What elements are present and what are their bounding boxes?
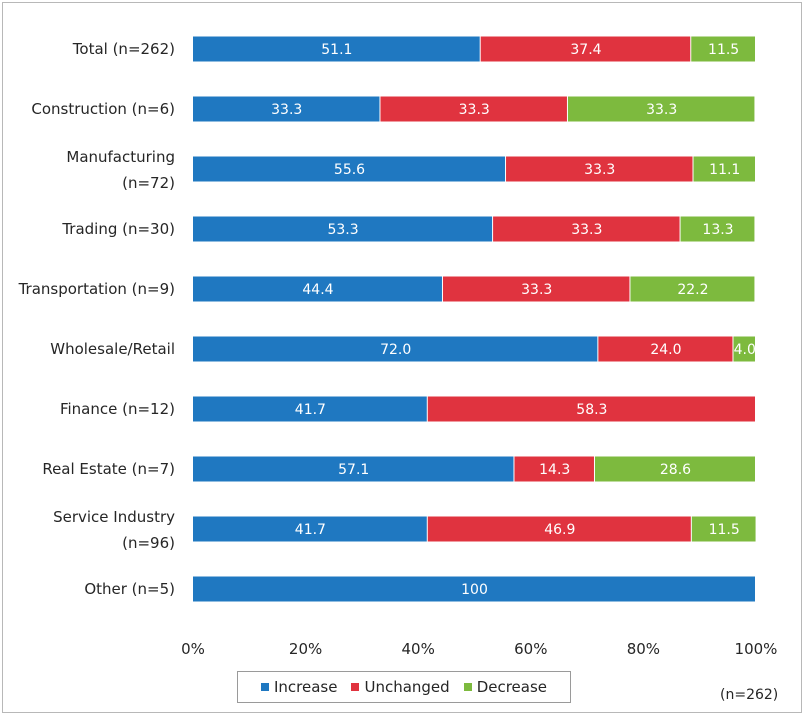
bar-segment-increase: [193, 576, 755, 602]
bar-segment-unchanged: [480, 36, 691, 62]
legend-item-increase: Increase: [260, 678, 338, 696]
chart-legend: Increase Unchanged Decrease: [237, 671, 571, 703]
data-label: 33.3: [521, 282, 552, 298]
category-label: Wholesale/Retail: [50, 340, 175, 358]
bar-segment-unchanged: [427, 516, 691, 542]
bar-segment-decrease: [630, 276, 755, 302]
bar-segment-decrease: [691, 516, 756, 542]
bar-segment-decrease: [594, 456, 755, 482]
legend-swatch-increase: [260, 683, 269, 691]
bar-segment-decrease: [680, 216, 755, 242]
data-label: 44.4: [302, 282, 333, 298]
bar-segment-unchanged: [380, 96, 567, 122]
data-label: 41.7: [295, 522, 326, 538]
category-label: Other (n=5): [84, 580, 175, 598]
legend-label-increase: Increase: [273, 678, 338, 696]
legend-label-unchanged: Unchanged: [364, 678, 450, 696]
data-label: 11.1: [709, 162, 740, 178]
data-label: 57.1: [338, 462, 369, 478]
data-label: 33.3: [646, 102, 677, 118]
data-label: 55.6: [334, 162, 365, 178]
bar-segment-decrease: [691, 36, 755, 62]
data-label: 100: [461, 582, 488, 598]
data-label: 53.3: [327, 222, 358, 238]
x-tick-label: 40%: [402, 640, 435, 658]
bar-segment-unchanged: [442, 276, 630, 302]
data-label: 46.9: [544, 522, 575, 538]
category-label: Real Estate (n=7): [42, 460, 175, 478]
bar-segment-increase: [193, 96, 380, 122]
bar-segment-increase: [193, 36, 480, 62]
x-tick-label: 20%: [289, 640, 322, 658]
legend-label-decrease: Decrease: [476, 678, 548, 696]
stacked-bar-chart: Total (n=262) 51.1 37.4 11.5 Construction (n…: [18, 36, 778, 658]
bar-segment-increase: [193, 456, 514, 482]
bar-segment-increase: [193, 276, 442, 302]
data-label: 11.5: [709, 522, 740, 538]
category-label: Service Industry (n=96): [53, 508, 175, 552]
bar-segment-decrease: [693, 156, 755, 182]
bar-segment-unchanged: [493, 216, 680, 242]
bar-segment-unchanged: [506, 156, 693, 182]
data-label: 33.3: [271, 102, 302, 118]
bar-segment-increase: [193, 216, 493, 242]
bar-segment-unchanged: [514, 456, 594, 482]
legend-swatch-decrease: [463, 683, 472, 691]
x-tick-label: 60%: [514, 640, 547, 658]
data-label: 72.0: [380, 342, 411, 358]
data-label: 33.3: [584, 162, 615, 178]
bar-segment-increase: [193, 396, 427, 422]
data-label: 41.7: [295, 402, 326, 418]
data-label: 33.3: [571, 222, 602, 238]
bar-segment-decrease: [733, 336, 755, 362]
bar-segment-increase: [193, 156, 506, 182]
x-tick-label: 0%: [181, 640, 205, 658]
x-tick-label: 80%: [627, 640, 660, 658]
data-label: 28.6: [660, 462, 691, 478]
bar-segment-unchanged: [427, 396, 755, 422]
data-label: 4.0: [734, 342, 756, 358]
category-label: Total (n=262): [72, 40, 175, 58]
legend-swatch-unchanged: [351, 683, 360, 691]
data-label: 37.4: [570, 42, 601, 58]
legend-item-unchanged: Unchanged: [351, 678, 450, 696]
data-label: 58.3: [576, 402, 607, 418]
bar-segment-increase: [193, 336, 598, 362]
category-label: Finance (n=12): [60, 400, 175, 418]
data-label: 14.3: [539, 462, 570, 478]
bar-segment-increase: [193, 516, 427, 542]
sample-size-note: (n=262): [720, 687, 779, 703]
bar-segment-unchanged: [598, 336, 733, 362]
data-label: 13.3: [702, 222, 733, 238]
data-label: 11.5: [708, 42, 739, 58]
category-label: Construction (n=6): [31, 100, 175, 118]
bar-segment-decrease: [567, 96, 755, 122]
x-tick-label: 100%: [735, 640, 778, 658]
data-label: 24.0: [650, 342, 681, 358]
category-label: Trading (n=30): [61, 220, 175, 238]
legend-item-decrease: Decrease: [463, 678, 548, 696]
data-label: 22.2: [677, 282, 708, 298]
data-label: 51.1: [321, 42, 352, 58]
data-label: 33.3: [459, 102, 490, 118]
category-label: Transportation (n=9): [18, 280, 175, 298]
category-label: Manufacturing (n=72): [66, 148, 175, 192]
